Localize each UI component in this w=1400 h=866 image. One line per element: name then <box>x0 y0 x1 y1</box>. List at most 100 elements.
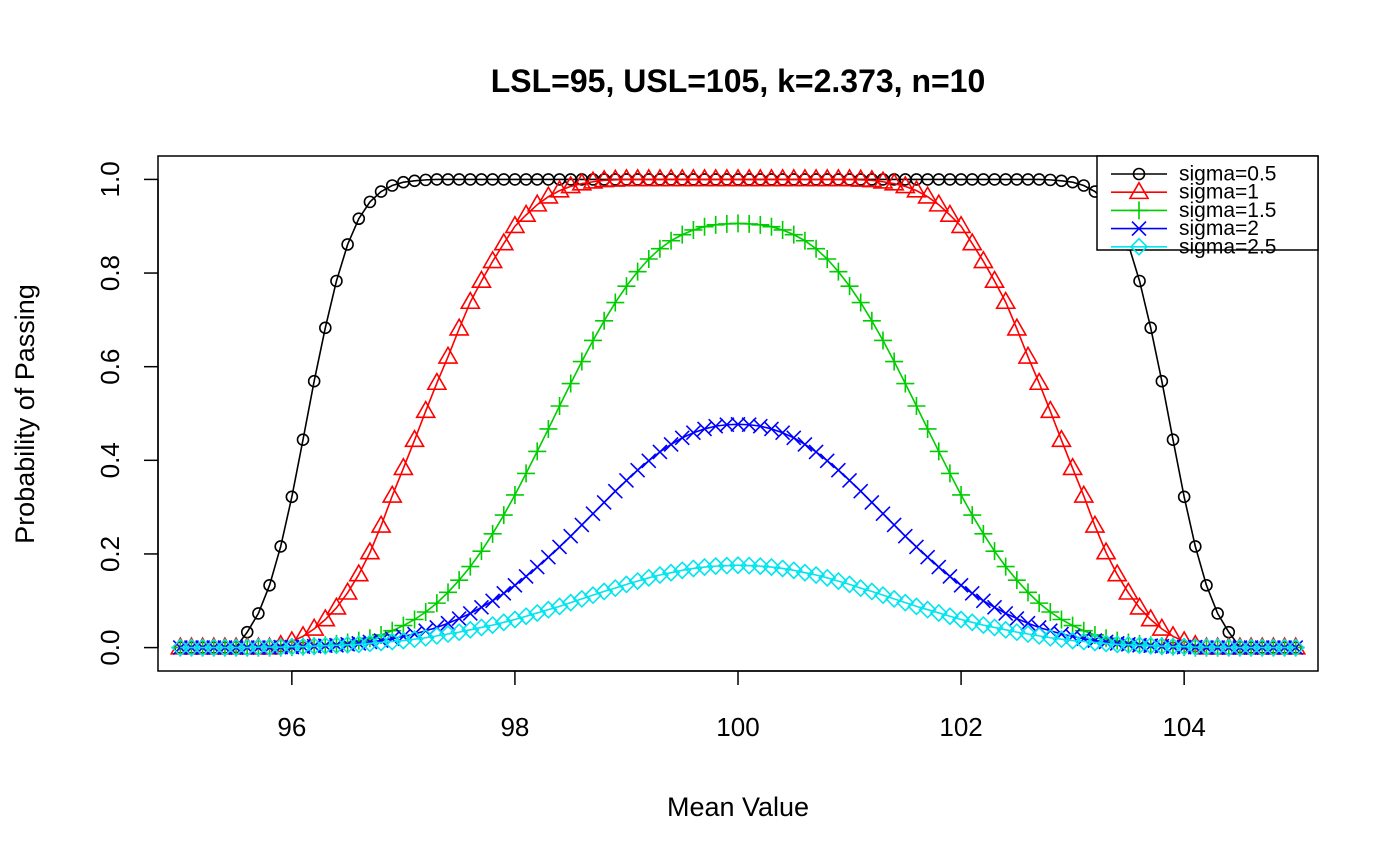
data-point <box>1030 594 1049 613</box>
data-point <box>307 374 321 388</box>
data-point <box>986 599 1003 615</box>
data-point <box>996 620 1015 639</box>
y-tick-label: 0.8 <box>95 255 125 291</box>
data-point <box>1020 615 1036 631</box>
data-point <box>663 436 679 452</box>
data-point <box>348 563 370 582</box>
data-point <box>571 172 593 191</box>
data-point <box>730 416 746 432</box>
data-point <box>1074 632 1093 651</box>
data-point <box>682 168 704 187</box>
data-point <box>984 269 1005 288</box>
data-point <box>974 615 993 635</box>
data-point <box>263 579 276 592</box>
data-point <box>1066 175 1079 189</box>
data-point <box>998 605 1014 621</box>
data-point <box>1041 628 1060 647</box>
data-point <box>783 168 805 187</box>
data-point <box>337 581 359 600</box>
data-point <box>1063 631 1082 650</box>
data-point <box>819 453 835 469</box>
data-point <box>1096 634 1116 653</box>
data-point <box>493 232 515 251</box>
data-point <box>918 419 937 438</box>
data-point <box>1030 626 1049 646</box>
data-point <box>517 464 536 483</box>
data-point <box>437 345 459 364</box>
data-point <box>661 563 681 582</box>
legend-marker <box>1129 237 1149 256</box>
data-point <box>459 290 481 310</box>
data-point <box>494 613 513 632</box>
data-point <box>440 615 456 631</box>
data-point <box>330 274 343 288</box>
data-point <box>392 457 414 476</box>
data-point <box>918 600 937 619</box>
data-point <box>462 605 478 621</box>
data-point <box>472 542 491 561</box>
data-point <box>684 220 703 239</box>
data-point <box>1155 374 1169 388</box>
data-point <box>975 593 991 609</box>
data-point <box>797 436 813 452</box>
data-point <box>326 596 347 615</box>
data-point <box>761 168 782 187</box>
legend-item: sigma=0.5 <box>1111 163 1276 186</box>
data-point <box>274 540 287 553</box>
data-point <box>1006 317 1028 336</box>
data-point <box>874 331 892 350</box>
data-point <box>749 168 771 187</box>
data-point <box>1039 400 1061 419</box>
data-point <box>751 556 770 576</box>
data-point <box>940 607 960 626</box>
data-point <box>494 506 513 525</box>
data-point <box>818 568 837 587</box>
data-point <box>705 168 727 187</box>
data-point <box>964 585 980 601</box>
data-point <box>1073 484 1095 503</box>
data-point <box>507 577 523 593</box>
data-point <box>1140 608 1162 627</box>
legend-item: sigma=1.5 <box>1111 199 1276 222</box>
data-point <box>1144 321 1157 335</box>
data-point <box>896 593 915 612</box>
y-tick-label: 0.2 <box>95 536 125 572</box>
data-point <box>907 397 926 416</box>
data-point <box>928 193 950 212</box>
y-tick-label: 0.6 <box>95 349 125 385</box>
data-point <box>840 277 859 296</box>
data-point <box>673 561 692 580</box>
data-point <box>381 484 403 503</box>
data-point <box>485 593 501 609</box>
data-point <box>1200 579 1213 592</box>
data-point <box>772 168 794 187</box>
data-point <box>740 214 759 233</box>
data-point <box>906 179 927 198</box>
data-point <box>685 425 701 441</box>
data-point <box>630 462 646 478</box>
data-point <box>807 239 826 258</box>
data-point <box>806 565 826 585</box>
data-point <box>639 568 658 587</box>
data-point <box>595 582 614 601</box>
data-point <box>472 618 491 637</box>
data-point <box>719 417 735 433</box>
data-point <box>352 212 366 226</box>
data-point <box>942 568 958 584</box>
data-point <box>617 277 636 296</box>
data-point <box>638 168 660 187</box>
data-point <box>404 429 425 448</box>
data-point <box>695 217 714 236</box>
data-point <box>539 419 558 438</box>
data-point <box>738 168 760 187</box>
data-point <box>1151 617 1173 636</box>
y-tick-label: 0.4 <box>95 442 125 478</box>
data-point <box>1106 563 1128 582</box>
data-point <box>1007 571 1026 590</box>
data-point <box>775 425 791 441</box>
data-point <box>617 575 636 594</box>
data-point <box>1009 610 1025 627</box>
data-point <box>584 331 602 350</box>
data-point <box>415 400 437 419</box>
data-point <box>285 490 299 504</box>
